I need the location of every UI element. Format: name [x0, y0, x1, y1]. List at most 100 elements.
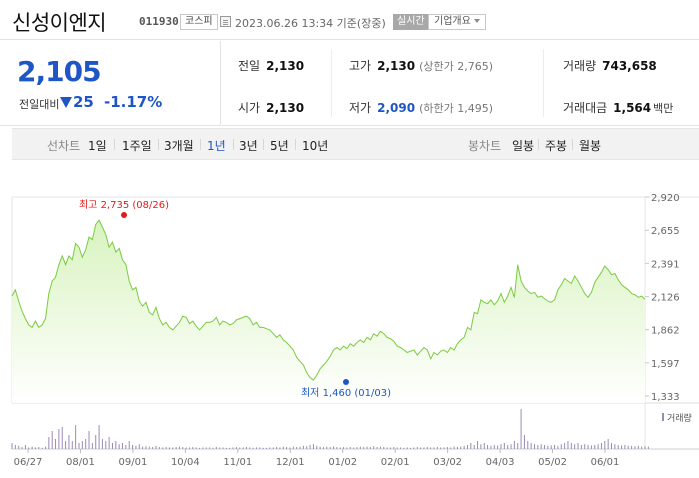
volume-bar — [235, 447, 237, 449]
low-marker — [343, 379, 349, 385]
market-badge: 코스피 — [180, 14, 218, 30]
change-percent: -1.17% — [104, 93, 163, 111]
open-value: 2,130 — [266, 101, 305, 115]
volume: 거래량 743,658 — [563, 57, 657, 74]
volume-bar — [611, 443, 613, 449]
volume-bar — [202, 447, 204, 449]
volume-bar — [510, 444, 512, 449]
tab-separator — [233, 139, 234, 150]
tab-3-years[interactable]: 3년 — [239, 139, 258, 153]
volume-bar — [584, 444, 586, 449]
tab-daily-candle[interactable]: 일봉 — [512, 139, 535, 153]
volume-bar — [178, 446, 180, 449]
volume-bar — [513, 441, 515, 449]
volume-bar — [185, 447, 187, 449]
volume-bar — [600, 443, 602, 449]
x-tick-label: 04/03 — [486, 457, 515, 468]
volume-bar — [316, 445, 318, 449]
volume-bar — [58, 429, 60, 449]
extreme-markers: 최고 2,735 (08/26) 최저 1,460 (01/03) — [79, 199, 391, 399]
volume-bars: 거래량 — [11, 409, 692, 449]
volume-bar — [530, 443, 532, 449]
volume-bar — [289, 447, 291, 449]
volume-bar — [172, 447, 174, 449]
volume-bar — [259, 447, 261, 449]
volume-bar — [24, 445, 26, 449]
volume-bar — [44, 446, 46, 449]
tab-10-years[interactable]: 10년 — [302, 139, 329, 153]
volume-bar — [21, 447, 23, 449]
volume-bar — [557, 445, 559, 449]
volume-bar — [155, 445, 157, 449]
divider — [543, 49, 544, 117]
volume-bar — [336, 447, 338, 449]
volume-bar — [262, 447, 264, 449]
chart-tab-bar: 선차트 1일 1주일 3개월 1년 3년 5년 10년 봉차트 일봉 주봉 월봉 — [12, 128, 699, 160]
volume-bar — [212, 447, 214, 449]
volume-bar — [359, 446, 361, 449]
volume-bar — [132, 445, 134, 449]
volume-bar — [286, 447, 288, 449]
volume-bar — [68, 435, 70, 449]
tab-separator — [572, 139, 573, 150]
volume-bar — [500, 444, 502, 449]
volume-bar — [152, 447, 154, 449]
volume-bar — [195, 447, 197, 449]
volume-bar — [564, 443, 566, 449]
tab-monthly-candle[interactable]: 월봉 — [579, 139, 602, 153]
volume-bar — [222, 447, 224, 449]
volume-bar — [369, 447, 371, 449]
volume-bar — [410, 447, 412, 449]
volume-bar — [88, 431, 90, 449]
volume-bar — [353, 447, 355, 449]
tab-3-months[interactable]: 3개월 — [164, 139, 194, 153]
volume-bar — [487, 445, 489, 449]
current-price: 2,105 — [17, 55, 102, 88]
tab-1-week[interactable]: 1주일 — [122, 139, 152, 153]
volume-bar — [269, 447, 271, 449]
volume-bar — [430, 447, 432, 449]
x-tick-label: 06/27 — [14, 457, 43, 468]
low-label: 저가 — [349, 101, 372, 115]
volume-bar — [326, 446, 328, 449]
x-tick-label: 03/02 — [433, 457, 462, 468]
volume-bar — [574, 444, 576, 449]
volume-bar — [219, 447, 221, 449]
volume-bar — [105, 441, 107, 449]
company-info-button[interactable]: 기업개요 — [428, 14, 486, 30]
volume-bar — [403, 447, 405, 449]
volume-bar — [627, 445, 629, 449]
high-label: 최고 2,735 (08/26) — [79, 199, 169, 211]
high-label: 고가 — [349, 59, 372, 73]
tab-5-years[interactable]: 5년 — [270, 139, 289, 153]
volume-bar — [550, 445, 552, 449]
volume-bar — [329, 447, 331, 449]
y-tick-label: 1,333 — [651, 392, 680, 403]
tab-1-day[interactable]: 1일 — [88, 139, 107, 153]
volume-bar — [245, 447, 247, 449]
volume-bar — [480, 444, 482, 449]
volume-bar — [38, 447, 40, 449]
candle-chart-label: 봉차트 — [468, 139, 502, 153]
volume-bar — [343, 447, 345, 449]
volume-bar — [483, 443, 485, 449]
tab-separator — [263, 139, 264, 150]
volume-bar — [31, 446, 33, 449]
tab-1-year[interactable]: 1년 — [207, 139, 226, 153]
volume-bar — [158, 447, 160, 449]
volume-bar — [520, 409, 522, 449]
low-value: 2,090 — [377, 101, 416, 115]
x-tick-label: 09/01 — [118, 457, 147, 468]
volume-bar — [544, 445, 546, 449]
tab-weekly-candle[interactable]: 주봉 — [545, 139, 568, 153]
volume-bar — [641, 446, 643, 449]
low-price: 저가 2,090 (하한가 1,495) — [349, 99, 493, 116]
price-chart[interactable]: 2,920 2,655 2,391 2,126 1,862 1,597 1,333 06/2… — [0, 185, 699, 478]
y-axis: 2,920 2,655 2,391 2,126 1,862 1,597 1,333 — [645, 193, 680, 403]
x-tick-label: 10/04 — [171, 457, 200, 468]
volume-bar — [617, 445, 619, 449]
upper-limit: (상한가 2,765) — [419, 60, 493, 73]
volume-bar — [225, 447, 227, 449]
volume-bar — [554, 445, 556, 449]
prev-close: 전일 2,130 — [238, 57, 304, 74]
